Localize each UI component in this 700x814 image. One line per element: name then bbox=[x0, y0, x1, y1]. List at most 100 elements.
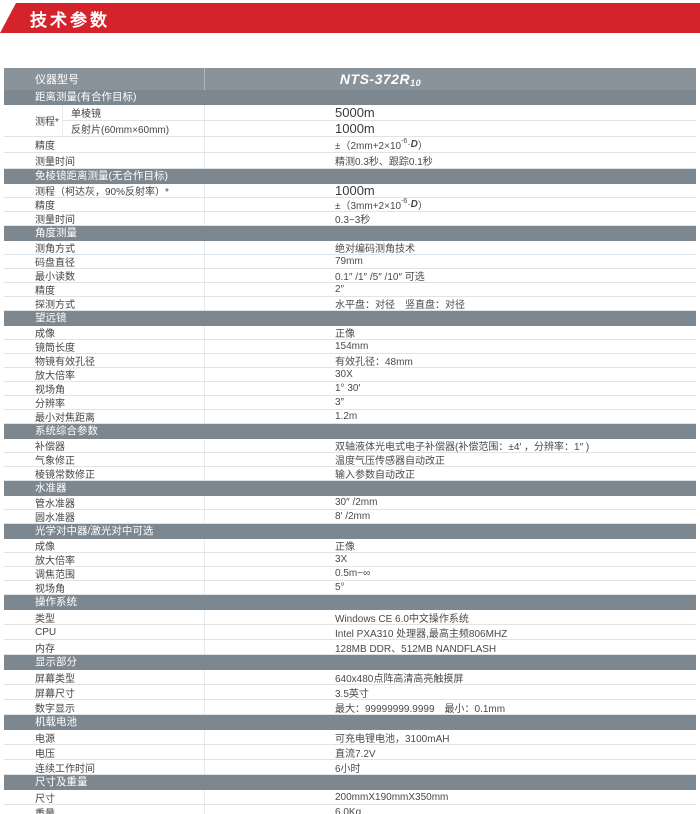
row-value: 3X bbox=[335, 554, 348, 565]
row-label: 测角方式 bbox=[4, 241, 205, 255]
spec-row: 气象修正 温度气压传感器自动改正 bbox=[4, 453, 696, 467]
spec-row: 测程（柯达灰，90%反射率）* 1000m bbox=[4, 183, 696, 198]
table-header-row: 仪器型号 NTS-372R10 bbox=[4, 68, 696, 90]
row-label: 电源 bbox=[4, 730, 205, 745]
row-value: 5000m bbox=[335, 105, 375, 120]
sub-rows: 单棱镜 5000m 反射片(60mm×60mm) 1000m bbox=[63, 105, 696, 136]
spec-row: 放大倍率 3X bbox=[4, 553, 696, 567]
row-label: 物镜有效孔径 bbox=[4, 354, 205, 368]
spec-row: 码盘直径 79mm bbox=[4, 255, 696, 269]
section-header: 显示部分 bbox=[4, 655, 696, 670]
section-header: 水准器 bbox=[4, 481, 696, 496]
row-label: 圆水准器 bbox=[4, 510, 205, 524]
value-fragment: · bbox=[407, 139, 411, 150]
row-value: 6.0Kg bbox=[335, 806, 362, 814]
row-label: 最小对焦距离 bbox=[4, 410, 205, 424]
spec-row: 内存 128MB DDR、512MB NANDFLASH bbox=[4, 640, 696, 655]
row-value: 精测0.3秒、跟踪0.1秒 bbox=[335, 157, 433, 168]
row-label: 连续工作时间 bbox=[4, 760, 205, 775]
row-label: 最小读数 bbox=[4, 269, 205, 283]
spec-row: 测量时间 精测0.3秒、跟踪0.1秒 bbox=[4, 153, 696, 169]
spec-row: 圆水准器 8′ /2mm bbox=[4, 510, 696, 524]
spec-row: 探测方式 水平盘：对径 竖直盘：对径 bbox=[4, 297, 696, 311]
row-value: 79mm bbox=[335, 256, 363, 267]
row-value: 0.5m~∞ bbox=[335, 568, 371, 579]
row-value: 6小时 bbox=[335, 763, 361, 775]
spec-row: 数字显示 最大：99999999.9999 最小：0.1mm bbox=[4, 700, 696, 715]
row-value: ±（2mm+2×10 -6 · D） bbox=[335, 137, 428, 153]
spec-sub-row: 反射片(60mm×60mm) 1000m bbox=[63, 121, 696, 136]
row-value: 8′ /2mm bbox=[335, 511, 371, 522]
row-value: Windows CE 6.0中文操作系统 bbox=[335, 613, 469, 625]
row-value: 154mm bbox=[335, 341, 369, 352]
section-header: 免棱镜距离测量(无合作目标) bbox=[4, 169, 696, 184]
row-label: 屏幕类型 bbox=[4, 670, 205, 685]
row-label: 码盘直径 bbox=[4, 255, 205, 269]
row-value: 可充电锂电池，3100mAH bbox=[335, 733, 450, 745]
title-banner: 技术参数 bbox=[0, 3, 700, 33]
value-fragment: ） bbox=[417, 141, 428, 152]
row-value: 有效孔径：48mm bbox=[335, 357, 413, 368]
row-value: 1000m bbox=[335, 183, 375, 198]
row-label: 测量时间 bbox=[4, 153, 205, 168]
spec-table: 仪器型号 NTS-372R10 距离测量(有合作目标) 测程* 单棱镜 5000m 反射… bbox=[4, 68, 696, 814]
row-value: 128MB DDR、512MB NANDFLASH bbox=[335, 643, 497, 655]
row-value: 30″ /2mm bbox=[335, 497, 378, 508]
section-header: 望远镜 bbox=[4, 311, 696, 326]
page-title: 技术参数 bbox=[30, 10, 110, 30]
row-label: 棱镜常数修正 bbox=[4, 467, 205, 481]
row-value: 3.5英寸 bbox=[335, 688, 369, 700]
spec-row: 调焦范围 0.5m~∞ bbox=[4, 567, 696, 581]
spec-row: 成像 正像 bbox=[4, 539, 696, 553]
spec-row: CPU Intel PXA310 处理器,最高主频806MHZ bbox=[4, 625, 696, 640]
row-label: 尺寸 bbox=[4, 790, 205, 805]
spec-row: 类型 Windows CE 6.0中文操作系统 bbox=[4, 610, 696, 625]
row-value: 正像 bbox=[335, 542, 355, 553]
section-header: 机载电池 bbox=[4, 715, 696, 730]
spec-row: 屏幕类型 640x480点阵高清高亮触摸屏 bbox=[4, 670, 696, 685]
row-label: 视场角 bbox=[4, 382, 205, 396]
row-label: 重量 bbox=[4, 805, 205, 814]
row-label: 分辨率 bbox=[4, 396, 205, 410]
spec-row: 电源 可充电锂电池，3100mAH bbox=[4, 730, 696, 745]
row-label: 精度 bbox=[4, 137, 205, 152]
spec-row: 精度 ±（3mm+2×10 -6 · D） bbox=[4, 198, 696, 212]
row-label: 成像 bbox=[4, 326, 205, 340]
spec-row: 重量 6.0Kg bbox=[4, 805, 696, 814]
row-label: 补偿器 bbox=[4, 439, 205, 453]
spec-row: 物镜有效孔径 有效孔径：48mm bbox=[4, 354, 696, 368]
row-label: 屏幕尺寸 bbox=[4, 685, 205, 700]
row-label: 放大倍率 bbox=[4, 368, 205, 382]
spec-row: 分辨率 3″ bbox=[4, 396, 696, 410]
row-value: 0.3~3秒 bbox=[335, 215, 371, 226]
row-value: 正像 bbox=[335, 329, 355, 340]
spec-row: 精度 2″ bbox=[4, 283, 696, 297]
row-value: 双轴液体光电式电子补偿器(补偿范围：±4′ ，分辨率：1″ ) bbox=[335, 442, 590, 453]
spec-row: 放大倍率 30X bbox=[4, 368, 696, 382]
spec-row: 最小读数 0.1″ /1″ /5″ /10″ 可选 bbox=[4, 269, 696, 283]
spec-row: 尺寸 200mmX190mmX350mm bbox=[4, 790, 696, 805]
spec-sub-row: 单棱镜 5000m bbox=[63, 105, 696, 121]
spec-table-body: 距离测量(有合作目标) 测程* 单棱镜 5000m 反射片(60mm×60mm) 1000… bbox=[4, 90, 696, 814]
row-label: CPU bbox=[4, 625, 205, 639]
row-value: Intel PXA310 处理器,最高主频806MHZ bbox=[335, 628, 508, 640]
section-header: 尺寸及重量 bbox=[4, 775, 696, 790]
row-value: 绝对编码测角技术 bbox=[335, 244, 415, 255]
row-label: 气象修正 bbox=[4, 453, 205, 467]
value-fragment: ±（3mm+2×10 bbox=[335, 201, 402, 212]
spec-row: 屏幕尺寸 3.5英寸 bbox=[4, 685, 696, 700]
row-label: 电压 bbox=[4, 745, 205, 760]
row-label: 调焦范围 bbox=[4, 567, 205, 581]
spec-row: 管水准器 30″ /2mm bbox=[4, 496, 696, 510]
row-label: 管水准器 bbox=[4, 496, 205, 510]
row-label: 内存 bbox=[4, 640, 205, 655]
row-label: 成像 bbox=[4, 539, 205, 553]
row-value: 640x480点阵高清高亮触摸屏 bbox=[335, 673, 464, 685]
row-label: 镜筒长度 bbox=[4, 340, 205, 354]
value-fragment: D bbox=[410, 139, 418, 150]
row-label: 精度 bbox=[4, 198, 205, 212]
row-value: 1° 30′ bbox=[335, 383, 361, 394]
row-label: 探测方式 bbox=[4, 297, 205, 311]
value-fragment: · bbox=[407, 199, 411, 210]
